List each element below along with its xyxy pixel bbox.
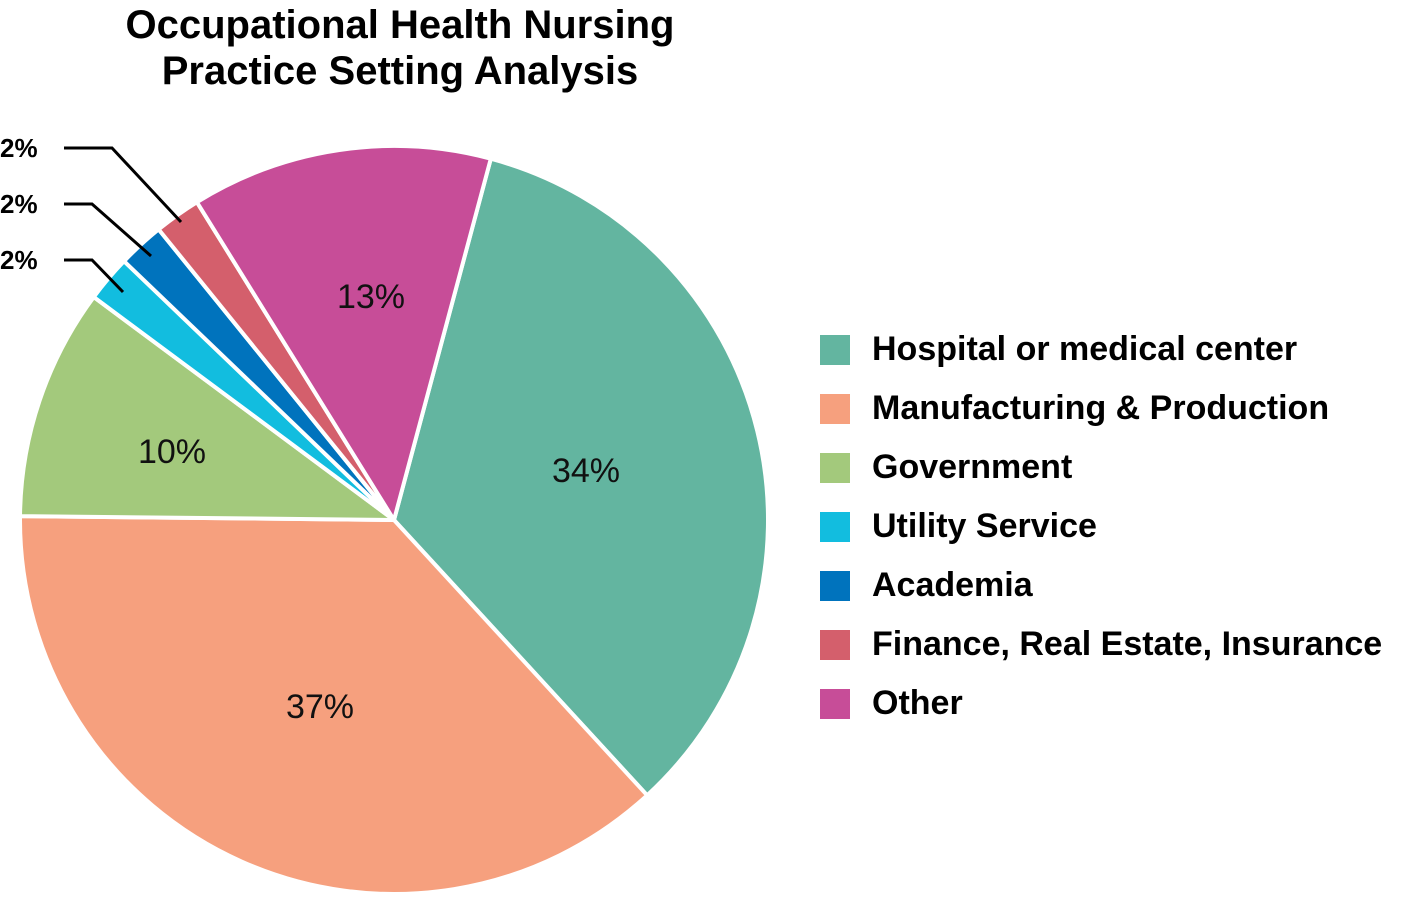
chart-title-line1: Occupational Health Nursing	[125, 3, 675, 47]
legend-item-manufacturing: Manufacturing & Production	[820, 379, 1382, 438]
chart-title-line2: Practice Setting Analysis	[161, 49, 639, 93]
legend-swatch	[820, 452, 850, 483]
legend-label: Academia	[872, 566, 1033, 604]
slice-label-manufacturing: 37%	[286, 688, 354, 726]
callout-label-finance: 2%	[0, 133, 38, 163]
legend-swatch	[820, 570, 850, 601]
legend-item-government: Government	[820, 438, 1382, 497]
legend-label: Utility Service	[872, 507, 1097, 545]
legend-item-hospital: Hospital or medical center	[820, 320, 1382, 379]
legend-item-finance: Finance, Real Estate, Insurance	[820, 615, 1382, 674]
callout-label-utility: 2%	[0, 245, 38, 275]
slice-label-government: 10%	[138, 433, 206, 471]
chart-title: Occupational Health Nursing Practice Set…	[100, 2, 700, 94]
chart-legend: Hospital or medical center Manufacturing…	[820, 320, 1382, 733]
leader-line-academia	[64, 202, 152, 258]
legend-label: Manufacturing & Production	[872, 389, 1330, 427]
slice-label-hospital: 34%	[552, 452, 620, 490]
legend-item-academia: Academia	[820, 556, 1382, 615]
legend-item-other: Other	[820, 674, 1382, 733]
callout-label-academia: 2%	[0, 189, 38, 219]
legend-swatch	[820, 511, 850, 542]
legend-label: Hospital or medical center	[872, 330, 1298, 368]
legend-item-utility: Utility Service	[820, 497, 1382, 556]
slice-labels: 34% 37% 10% 13%	[138, 278, 620, 726]
legend-swatch	[820, 393, 850, 424]
legend-label: Government	[872, 448, 1073, 486]
pie-slice-other	[194, 144, 493, 522]
pie-chart: 34% 37% 10% 13%	[18, 144, 770, 896]
legend-swatch	[820, 688, 850, 719]
pie-slices	[18, 144, 770, 896]
leader-line-finance	[64, 146, 183, 224]
legend-label: Finance, Real Estate, Insurance	[872, 625, 1383, 663]
pie-slice-government	[18, 295, 396, 522]
callout-leaders	[64, 146, 183, 294]
slice-label-other: 13%	[337, 278, 405, 316]
leader-line-utility	[64, 258, 125, 294]
pie-slice-manufacturing	[18, 514, 650, 896]
legend-swatch	[820, 629, 850, 660]
pie-slice-hospital	[392, 156, 770, 798]
legend-label: Other	[872, 684, 963, 722]
legend-swatch	[820, 334, 850, 365]
